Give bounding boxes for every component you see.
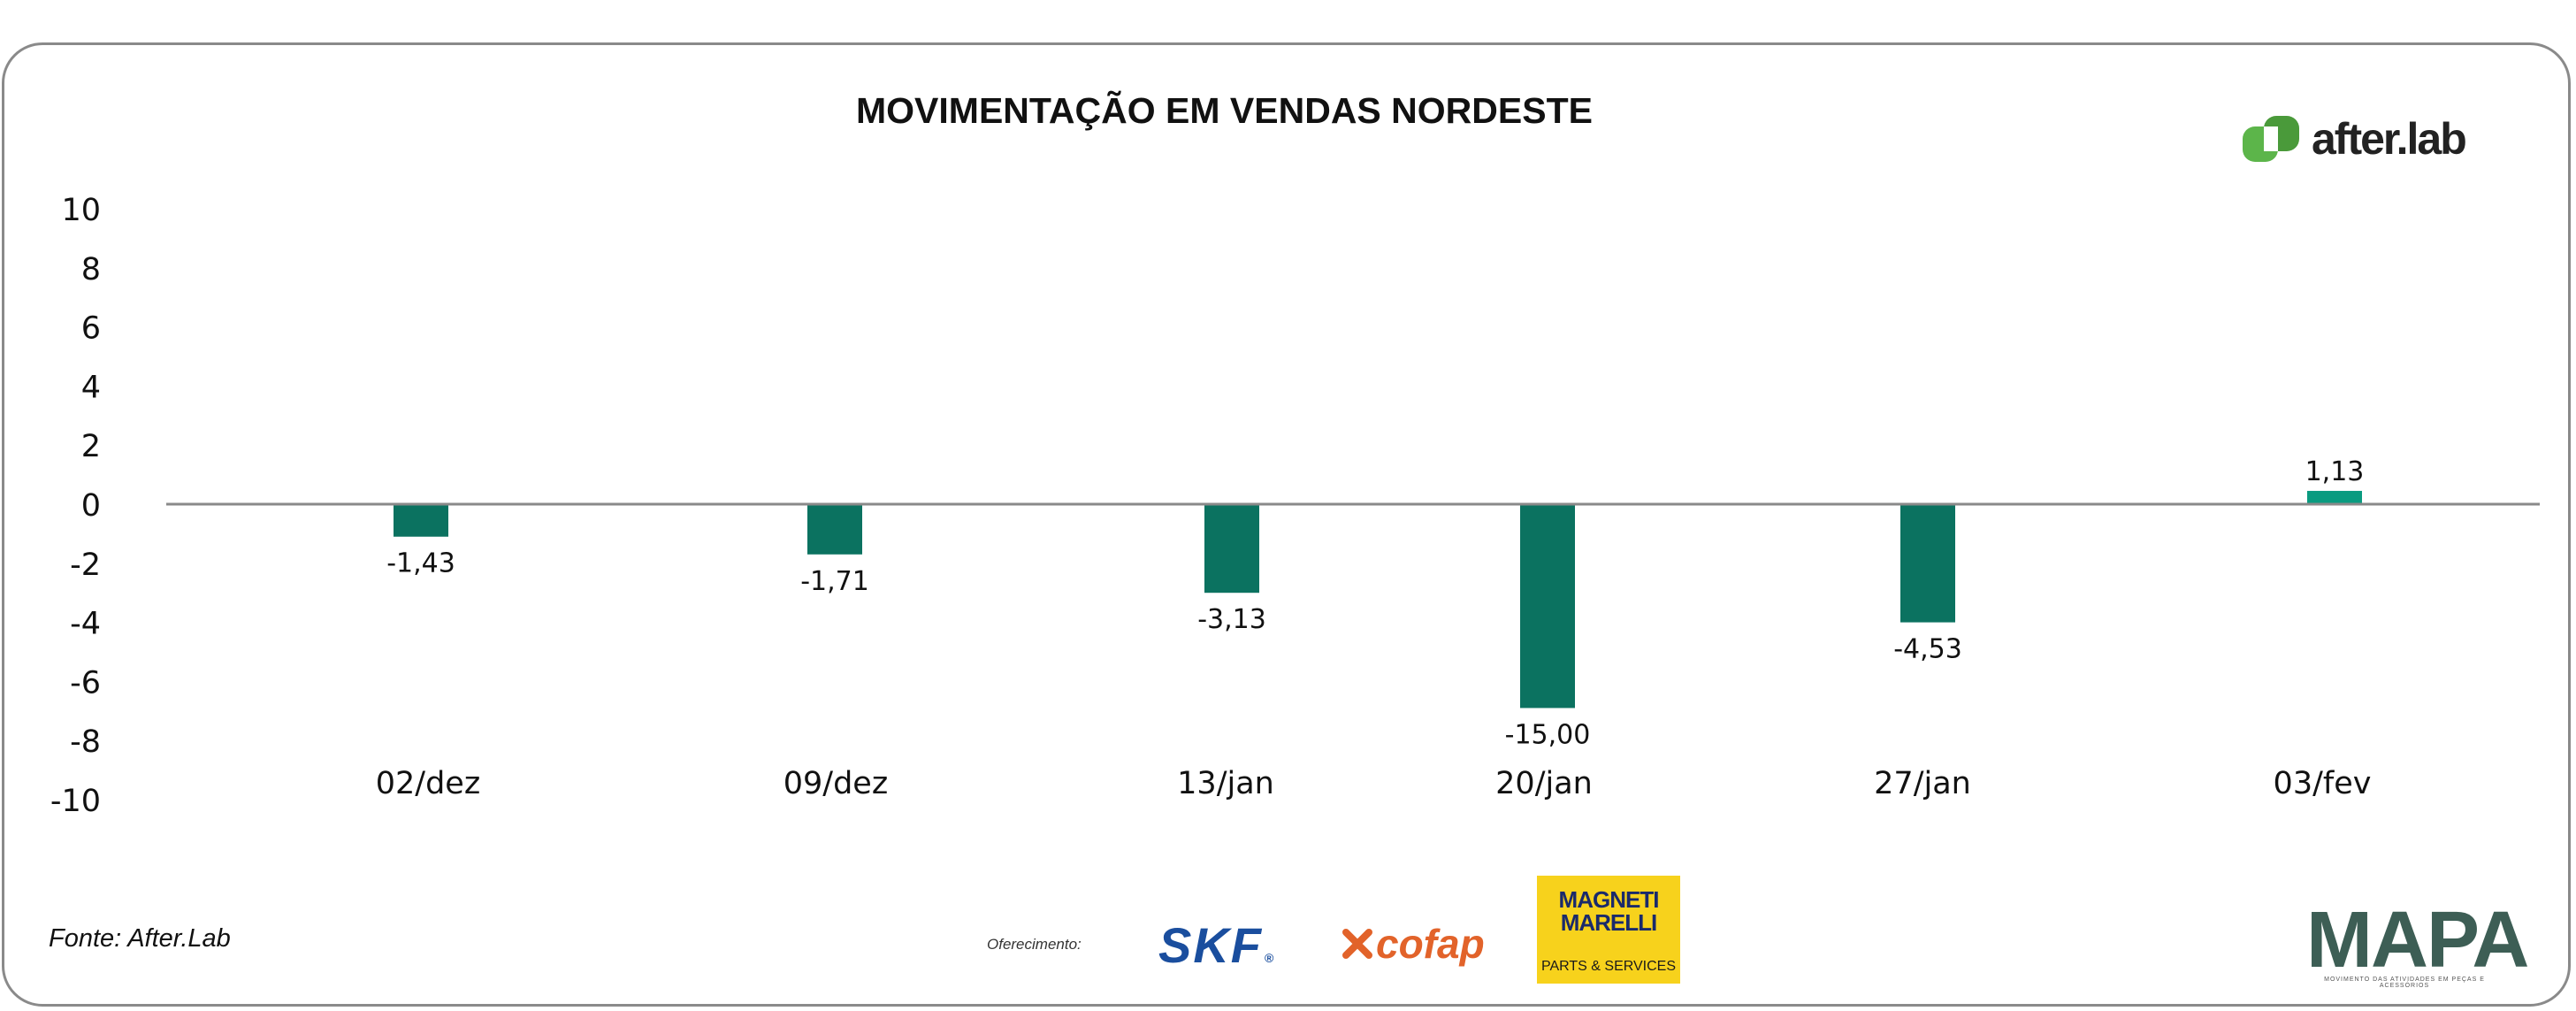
afterlab-logo: after.lab [2241,112,2467,165]
y-tick-label: -6 [70,665,101,701]
bar [807,504,862,555]
afterlab-green-logo-icon [2243,116,2299,162]
y-tick-label: 0 [81,488,101,524]
y-tick-label: -2 [70,548,101,583]
magneti-marelli-brand: MAGNETI MARELLI [1558,886,1660,936]
afterlab-logo-text: after.lab [2312,114,2467,164]
skf-logo: SKF ® [1158,917,1276,973]
mapa-logo-subtitle: MOVIMENTO DAS ATIVIDADES EM PEÇAS E ACES… [2324,977,2485,989]
bar [2307,490,2362,504]
y-tick-label: -8 [70,724,101,760]
y-tick-label: 6 [81,311,101,347]
bar [394,504,448,537]
source-note: Fonte: After.Lab [49,924,231,953]
x-category-label: 27/jan [1874,766,1971,801]
y-tick-label: 4 [81,370,101,405]
bar-value-label: -15,00 [1505,719,1591,750]
cofap-logo: cofap [1342,920,1485,968]
x-category-label: 02/dez [376,766,480,801]
magneti-marelli-subtitle: PARTS & SERVICES [1540,959,1677,974]
bar-value-label: 1,13 [2305,456,2365,487]
bar-value-label: -1,71 [800,566,869,597]
bar-value-label: -3,13 [1197,604,1266,635]
cofap-logo-text: cofap [1376,921,1485,967]
x-category-label: 09/dez [784,766,888,801]
cofap-x-icon [1342,929,1372,959]
mapa-logo: MAPA MOVIMENTO DAS ATIVIDADES EM PEÇAS E… [2306,896,2529,989]
chart-title: MOVIMENTAÇÃO EM VENDAS NORDESTE [856,90,1593,131]
y-tick-label: 8 [81,252,101,287]
y-tick-label: 2 [81,429,101,464]
magneti-marelli-logo: MAGNETI MARELLI PARTS & SERVICES [1537,876,1680,984]
y-tick-label: 10 [61,193,101,228]
bar-value-label: -1,43 [386,548,455,579]
bar-value-label: -4,53 [1893,634,1962,665]
sponsor-label: Oferecimento: [987,936,1082,953]
bar [1520,504,1575,708]
y-tick-label: -10 [50,784,101,819]
bar [1900,504,1955,623]
mapa-logo-text: MAPA [2306,896,2529,984]
x-category-label: 20/jan [1495,766,1593,801]
bar [1204,504,1259,594]
x-category-label: 03/fev [2274,766,2372,801]
y-tick-label: -4 [70,607,101,642]
x-category-label: 13/jan [1177,766,1274,801]
